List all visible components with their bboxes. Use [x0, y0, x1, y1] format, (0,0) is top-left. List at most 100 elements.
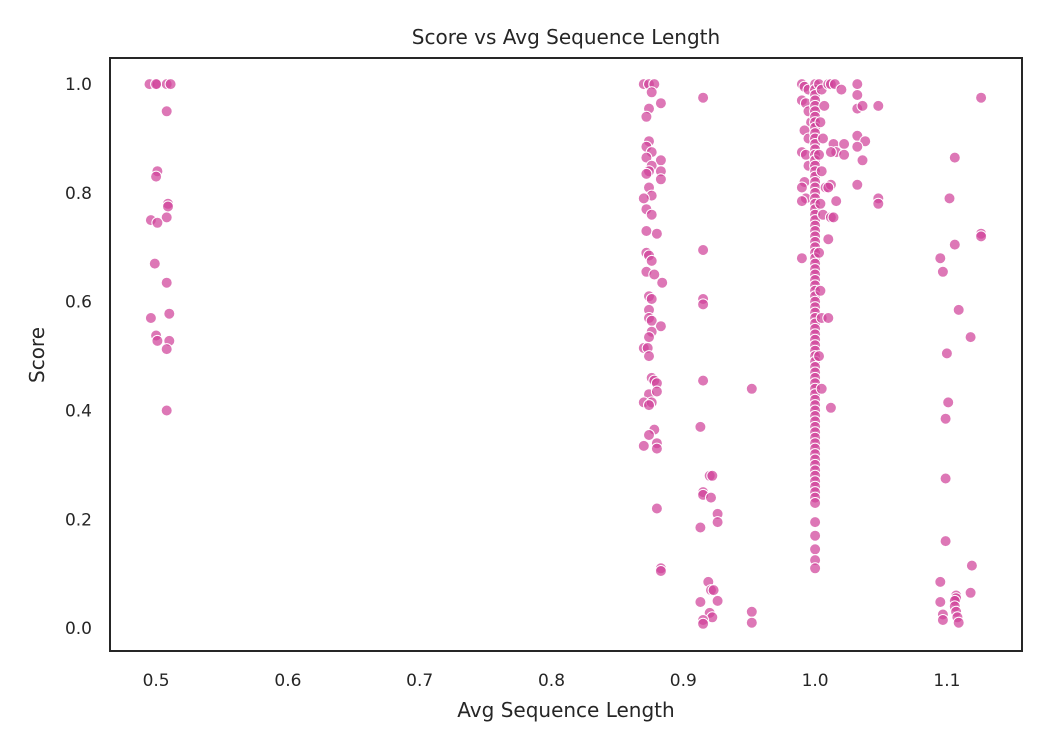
- data-point: [711, 516, 724, 529]
- data-point: [936, 265, 949, 278]
- y-tick-label: 0.2: [65, 510, 92, 530]
- x-tick-label: 0.5: [143, 671, 170, 691]
- data-point: [643, 331, 655, 344]
- data-point: [943, 192, 956, 205]
- data-point: [975, 230, 988, 243]
- x-axis-label: Avg Sequence Length: [457, 698, 674, 722]
- data-point: [648, 268, 661, 281]
- data-point: [818, 99, 831, 112]
- data-point: [835, 83, 848, 96]
- data-point: [809, 497, 822, 509]
- data-point: [707, 584, 720, 597]
- data-point: [964, 331, 977, 344]
- data-point: [694, 521, 707, 534]
- x-tick-label: 0.7: [406, 671, 433, 691]
- data-point: [952, 616, 965, 629]
- data-point: [940, 347, 953, 360]
- data-point: [838, 148, 851, 161]
- data-point: [650, 385, 663, 398]
- data-point: [637, 439, 650, 452]
- data-point: [150, 78, 163, 91]
- data-point: [795, 252, 808, 265]
- y-tick-label: 1.0: [65, 75, 92, 95]
- data-point: [745, 605, 758, 618]
- data-point: [851, 178, 864, 191]
- data-point: [654, 565, 667, 577]
- data-point: [851, 78, 864, 91]
- data-point: [809, 562, 822, 575]
- data-point: [814, 284, 827, 297]
- data-point: [872, 197, 885, 210]
- data-point: [148, 257, 161, 270]
- plot-frame: [109, 57, 1023, 652]
- data-point: [151, 216, 164, 229]
- y-axis-label: Score: [25, 327, 49, 383]
- data-point: [697, 298, 710, 311]
- data-point: [643, 429, 655, 441]
- x-tick-label: 0.6: [274, 671, 301, 691]
- data-point: [814, 116, 827, 129]
- data-point: [822, 181, 835, 194]
- data-point: [637, 192, 650, 205]
- data-point: [160, 211, 173, 224]
- data-point: [643, 399, 655, 412]
- data-point: [824, 146, 837, 159]
- data-point: [813, 350, 825, 363]
- data-point: [813, 148, 825, 161]
- data-point: [694, 420, 707, 433]
- data-point: [697, 617, 710, 630]
- data-point: [948, 151, 961, 164]
- data-point: [942, 396, 955, 409]
- x-tick-label: 1.1: [933, 671, 960, 691]
- data-point: [822, 312, 835, 324]
- data-point: [975, 91, 988, 104]
- x-tick-label: 0.9: [670, 671, 697, 691]
- data-point: [964, 586, 977, 599]
- data-point: [697, 91, 710, 104]
- x-axis-ticks: 0.5 0.6 0.7 0.8 0.9 1.0 1.1: [143, 671, 961, 691]
- data-point: [965, 559, 978, 572]
- data-point: [694, 596, 707, 608]
- data-point: [650, 227, 663, 240]
- data-point: [160, 276, 173, 289]
- data-point: [654, 173, 667, 186]
- data-point: [150, 170, 163, 183]
- data-point: [160, 404, 173, 417]
- y-tick-label: 0.0: [65, 619, 92, 639]
- data-point: [817, 132, 829, 145]
- data-point: [795, 195, 808, 208]
- data-point: [643, 350, 655, 363]
- data-point: [711, 594, 724, 607]
- data-point: [809, 529, 822, 542]
- data-point: [163, 307, 176, 320]
- y-tick-label: 0.8: [65, 184, 92, 204]
- data-point: [645, 208, 658, 221]
- data-point: [939, 535, 952, 548]
- data-point: [934, 575, 947, 588]
- data-point: [824, 401, 837, 414]
- data-point: [815, 382, 828, 395]
- data-point: [814, 197, 827, 210]
- data-point: [706, 469, 719, 482]
- data-point: [813, 246, 825, 259]
- data-point: [851, 89, 864, 101]
- data-point: [697, 374, 710, 387]
- data-point: [650, 442, 663, 455]
- data-point: [650, 502, 663, 515]
- data-point: [809, 543, 822, 556]
- data-point: [645, 293, 658, 305]
- data-point: [745, 382, 758, 395]
- data-point: [822, 233, 835, 246]
- data-point: [872, 99, 885, 112]
- y-tick-label: 0.4: [65, 402, 92, 422]
- data-points: [143, 78, 988, 630]
- data-point: [160, 105, 173, 118]
- data-point: [640, 225, 653, 237]
- data-point: [705, 491, 717, 504]
- data-point: [164, 78, 177, 91]
- data-point: [745, 616, 758, 629]
- data-point: [815, 165, 828, 178]
- x-tick-label: 1.0: [802, 671, 829, 691]
- data-point: [856, 99, 869, 112]
